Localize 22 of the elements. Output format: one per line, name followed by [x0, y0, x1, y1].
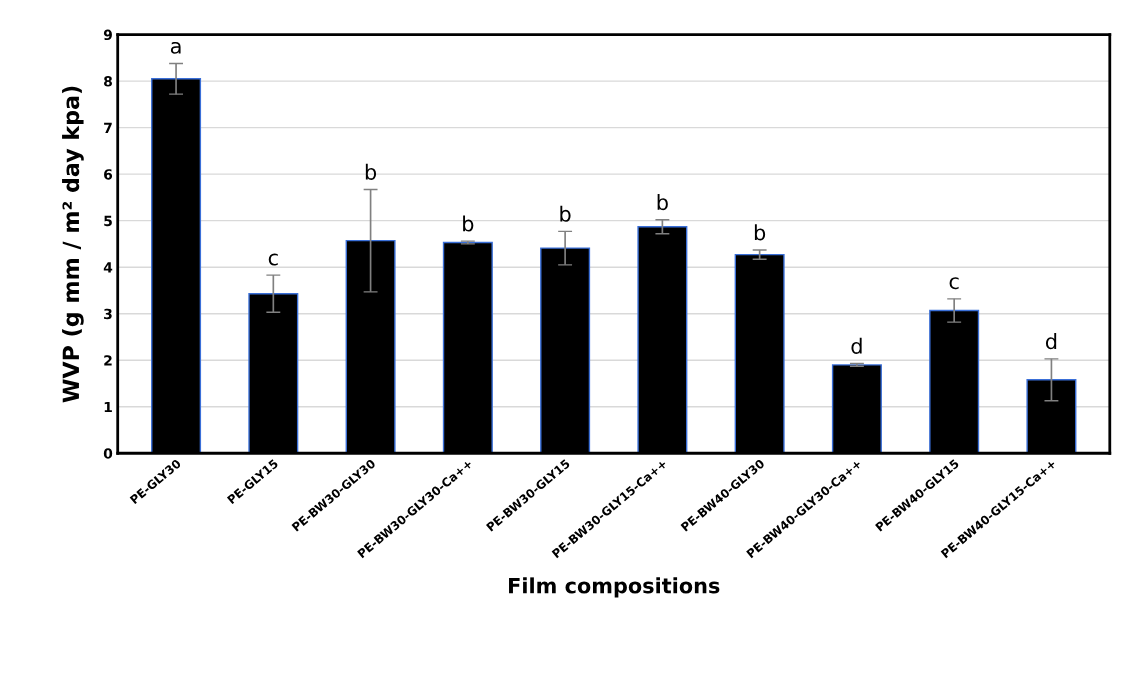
- y-tick-label: 3: [104, 308, 112, 320]
- x-axis-title: Film compositions: [509, 577, 720, 598]
- annotation: b: [463, 215, 474, 232]
- annotation: c: [949, 277, 959, 290]
- annotation: b: [365, 163, 377, 180]
- y-tick-label: 2: [104, 355, 112, 366]
- y-tick-label: 9: [103, 29, 112, 41]
- annotation: c: [268, 253, 278, 266]
- y-tick-label: 1: [104, 401, 112, 413]
- y-tick-label: 8: [104, 76, 112, 87]
- annotation: a: [170, 41, 181, 54]
- y-axis-title: WVP (g mm / m² day kpa): [62, 86, 84, 403]
- annotation: b: [657, 194, 668, 211]
- y-tick-label: 5: [104, 215, 112, 227]
- annotation: d: [851, 337, 862, 354]
- annotation: b: [560, 205, 571, 222]
- y-tick-label: 6: [104, 169, 113, 180]
- y-tick-label: 4: [103, 262, 113, 273]
- annotation: d: [1045, 333, 1057, 350]
- annotation: b: [754, 224, 766, 241]
- y-tick-label: 7: [104, 122, 112, 133]
- y-tick-label: 0: [103, 448, 113, 459]
